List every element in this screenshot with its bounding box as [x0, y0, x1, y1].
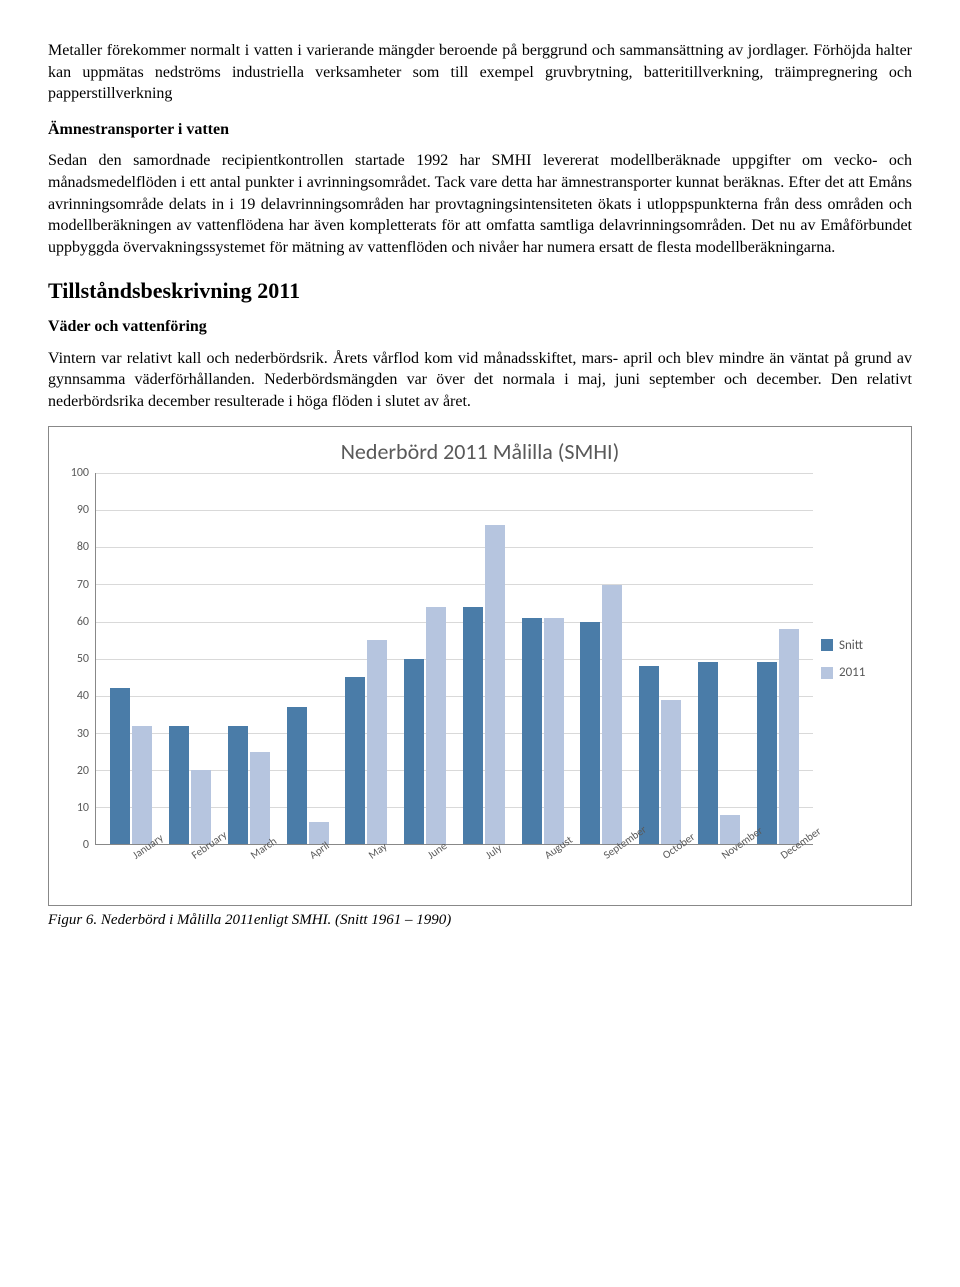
chart-bar [287, 707, 307, 844]
paragraph-1: Metaller förekommer normalt i vatten i v… [48, 40, 912, 105]
chart-bar [757, 662, 777, 844]
chart-y-tick: 30 [77, 726, 89, 742]
chart-y-tick: 0 [83, 837, 89, 853]
chart-bar-group [572, 473, 631, 844]
chart-y-tick: 20 [77, 763, 89, 779]
precipitation-chart: Nederbörd 2011 Målilla (SMHI) 0 10 20 30 40 5… [48, 426, 912, 906]
chart-bar-group [161, 473, 220, 844]
chart-legend-swatch [821, 639, 833, 651]
chart-bar-group [748, 473, 807, 844]
chart-bar-group [690, 473, 749, 844]
chart-bar [779, 629, 799, 844]
chart-x-label: July [454, 845, 513, 901]
chart-bar [522, 618, 542, 845]
chart-y-axis: 0102030405060708090100 [57, 473, 95, 845]
chart-bar [544, 618, 564, 845]
chart-bar-group [337, 473, 396, 844]
chart-bar [580, 622, 600, 845]
chart-legend: Snitt 2011 [813, 473, 903, 845]
chart-bar-group [455, 473, 514, 844]
heading-tillstand: Tillståndsbeskrivning 2011 [48, 276, 912, 306]
chart-bar-group [220, 473, 279, 844]
chart-bar [698, 662, 718, 844]
chart-bar [602, 585, 622, 845]
chart-bar [191, 770, 211, 844]
chart-x-label: March [219, 845, 278, 901]
paragraph-3: Vintern var relativt kall och nederbörds… [48, 348, 912, 413]
chart-bar-group [631, 473, 690, 844]
chart-bar [132, 726, 152, 845]
chart-y-tick: 90 [77, 502, 89, 518]
heading-amnestransporter: Ämnestransporter i vatten [48, 119, 912, 141]
chart-legend-item: 2011 [821, 664, 903, 682]
chart-legend-label: Snitt [839, 637, 863, 655]
chart-bar [639, 666, 659, 844]
chart-x-label: November [689, 845, 748, 901]
chart-legend-item: Snitt [821, 637, 903, 655]
chart-x-label: September [572, 845, 631, 901]
chart-bar [426, 607, 446, 845]
chart-bar [110, 688, 130, 844]
chart-bar [250, 752, 270, 845]
chart-bar [404, 659, 424, 845]
chart-bar [661, 700, 681, 845]
chart-bar [345, 677, 365, 844]
chart-y-tick: 100 [71, 465, 89, 481]
figure-caption: Figur 6. Nederbörd i Målilla 2011enligt … [48, 910, 912, 930]
chart-legend-swatch [821, 667, 833, 679]
chart-x-label: October [630, 845, 689, 901]
chart-bar [169, 726, 189, 845]
paragraph-2: Sedan den samordnade recipientkontrollen… [48, 150, 912, 258]
chart-x-axis: JanuaryFebruaryMarchAprilMayJuneJulyAugu… [95, 845, 813, 901]
chart-legend-label: 2011 [839, 664, 865, 682]
heading-vader: Väder och vattenföring [48, 316, 912, 338]
chart-x-label: December [748, 845, 807, 901]
chart-x-label: January [101, 845, 160, 901]
chart-y-tick: 40 [77, 688, 89, 704]
chart-x-label: April [277, 845, 336, 901]
chart-bar-group [278, 473, 337, 844]
chart-plot-area [95, 473, 813, 845]
chart-bar [367, 640, 387, 844]
chart-bar-group [396, 473, 455, 844]
chart-bar-group [513, 473, 572, 844]
chart-y-tick: 70 [77, 577, 89, 593]
chart-x-label: May [336, 845, 395, 901]
chart-bar [485, 525, 505, 844]
chart-bar [228, 726, 248, 845]
chart-y-tick: 80 [77, 539, 89, 555]
chart-y-tick: 10 [77, 800, 89, 816]
chart-bar [463, 607, 483, 845]
chart-x-label: June [395, 845, 454, 901]
chart-title: Nederbörd 2011 Målilla (SMHI) [57, 437, 903, 467]
chart-x-label: August [513, 845, 572, 901]
chart-bar-group [102, 473, 161, 844]
chart-y-tick: 60 [77, 614, 89, 630]
chart-x-label: February [160, 845, 219, 901]
chart-y-tick: 50 [77, 651, 89, 667]
